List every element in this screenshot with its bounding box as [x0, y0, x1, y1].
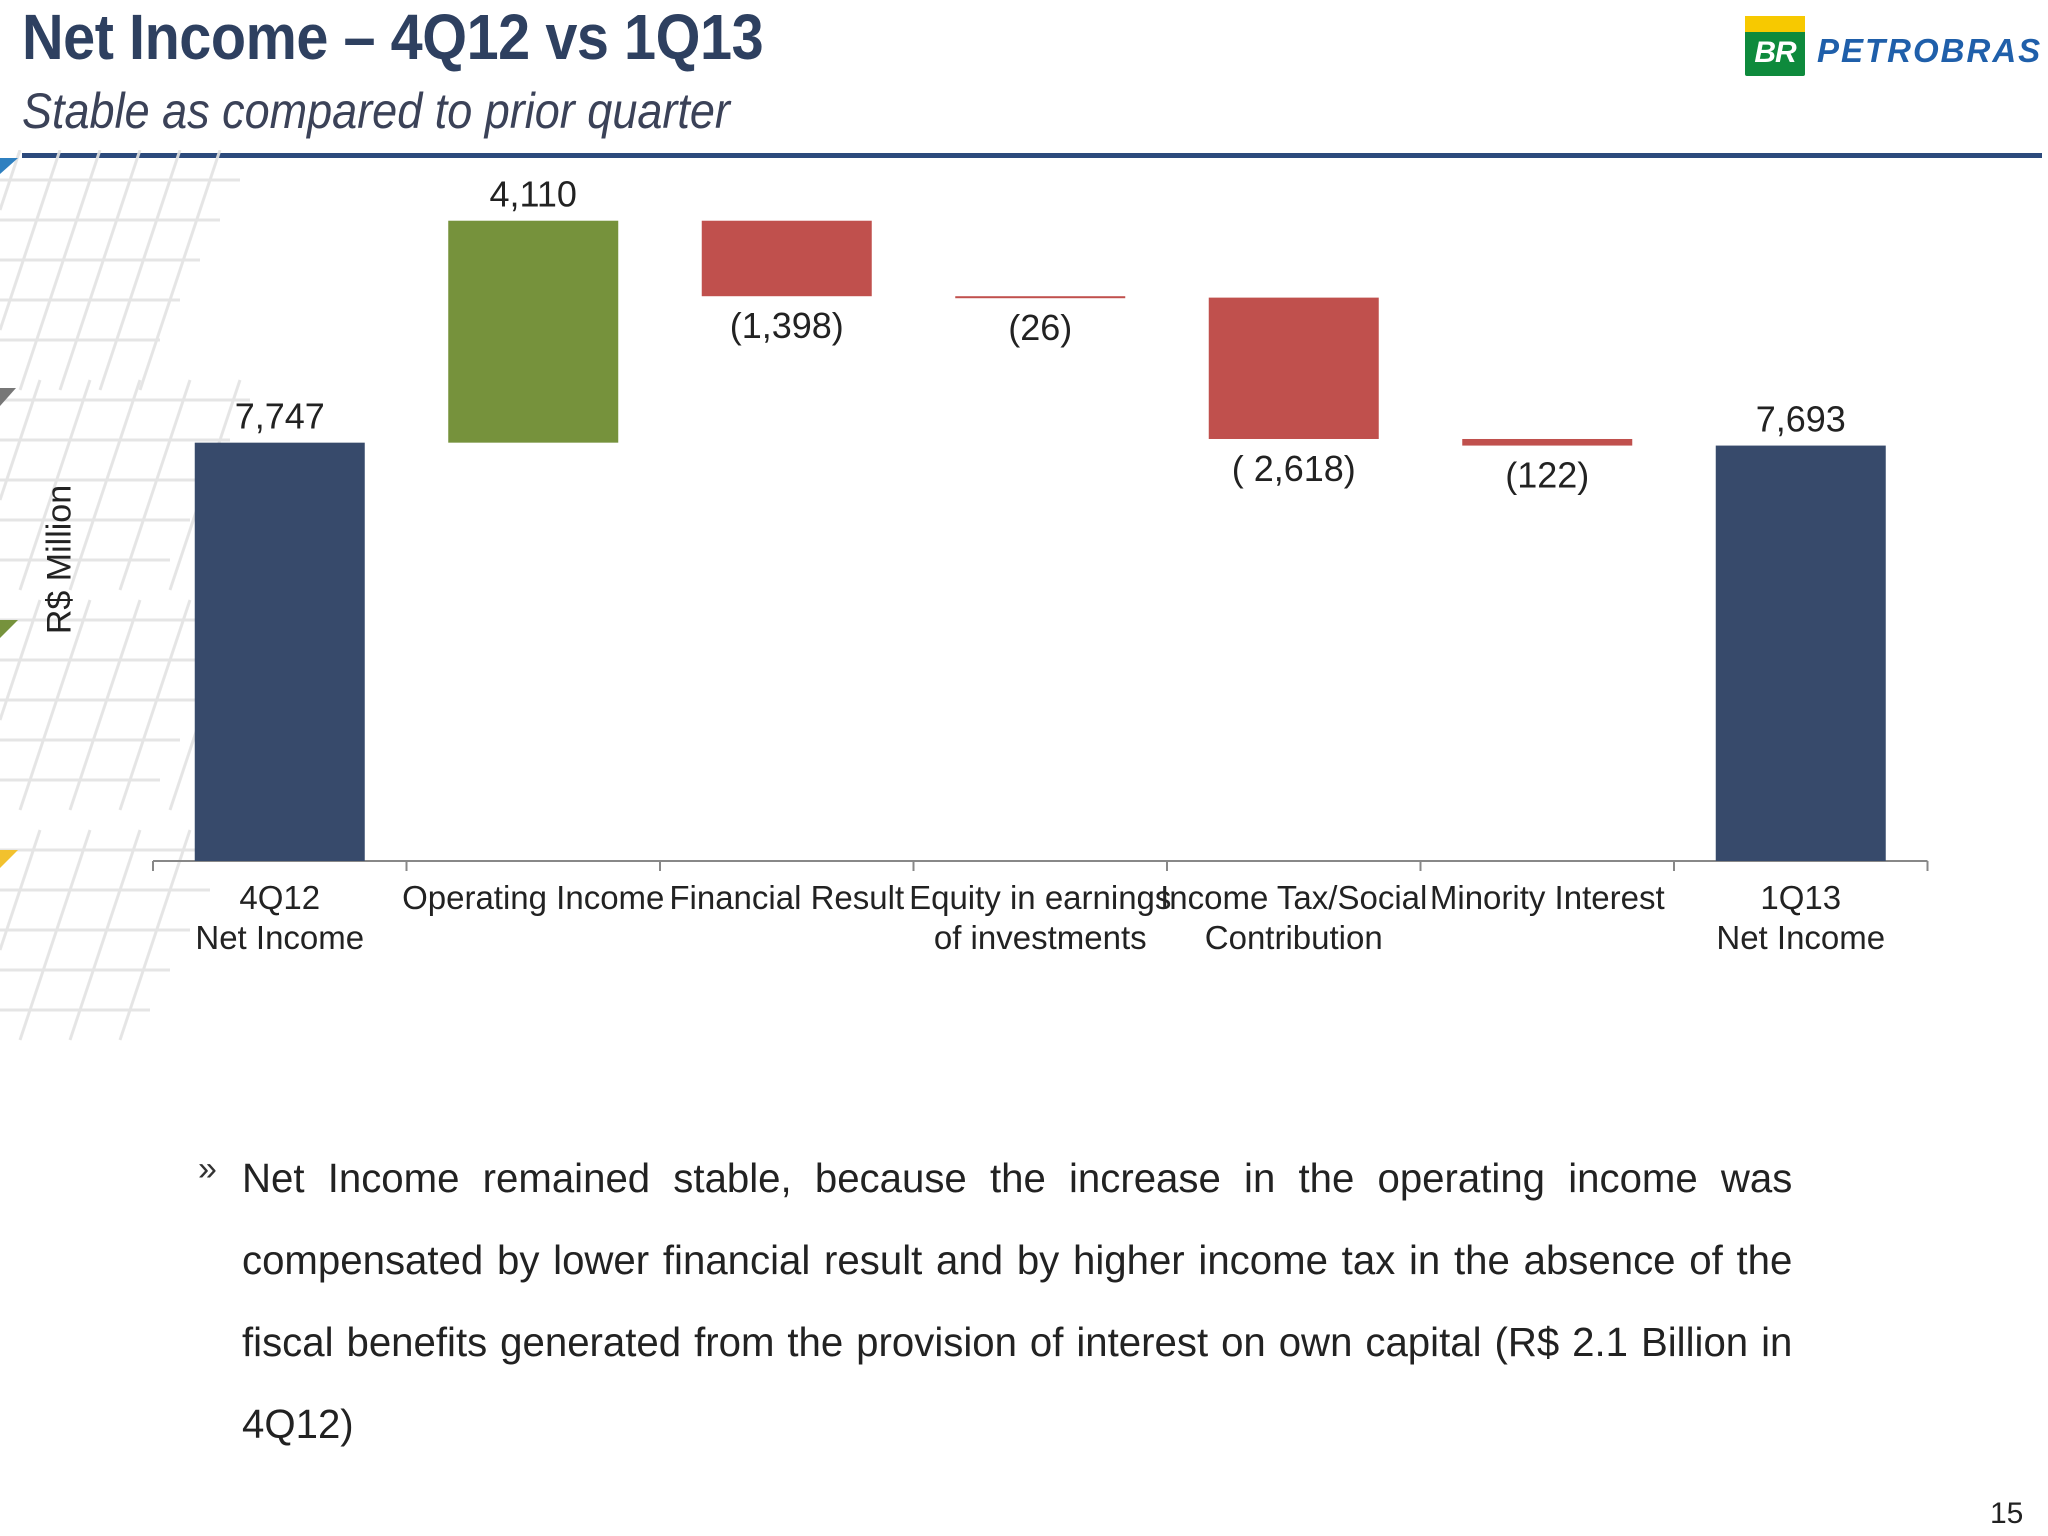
category-label-2: Financial Result	[669, 879, 904, 916]
data-label-2: (1,398)	[730, 305, 844, 346]
data-label-6: 7,693	[1756, 399, 1846, 440]
bar-0	[194, 442, 365, 861]
category-label-4: Contribution	[1205, 919, 1383, 956]
data-label-4: ( 2,618)	[1232, 448, 1356, 489]
bar-2	[701, 220, 872, 297]
br-logo-icon: BR	[1745, 16, 1805, 76]
data-label-3: (26)	[1008, 307, 1072, 348]
category-label-4: Income Tax/Social	[1160, 879, 1427, 916]
bar-1	[448, 220, 619, 443]
page-number: 15	[1990, 1497, 2024, 1530]
bullet-marker-icon: »	[198, 1150, 217, 1188]
petrobras-logo: BR PETROBRAS	[1745, 16, 2045, 80]
category-label-5: Minority Interest	[1430, 879, 1665, 916]
logo-wordmark: PETROBRAS	[1817, 32, 2043, 69]
data-label-1: 4,110	[490, 174, 577, 215]
data-label-5: (122)	[1505, 455, 1589, 496]
bar-5	[1462, 438, 1633, 446]
bar-3	[955, 296, 1126, 299]
bar-6	[1715, 445, 1886, 861]
bullet-text: Net Income remained stable, because the …	[242, 1155, 1793, 1447]
decorative-grid-background	[0, 150, 250, 1041]
data-label-0: 7,747	[235, 396, 325, 437]
category-label-6: Net Income	[1716, 919, 1885, 956]
logo-badge-text: BR	[1754, 36, 1796, 69]
bar-4	[1208, 297, 1379, 439]
category-label-3: of investments	[934, 919, 1147, 956]
category-label-3: Equity in earnings	[909, 879, 1171, 916]
page-title: Net Income – 4Q12 vs 1Q13	[22, 1, 764, 73]
title-divider	[22, 153, 2042, 158]
page-subtitle: Stable as compared to prior quarter	[22, 83, 730, 139]
category-label-1: Operating Income	[402, 879, 664, 916]
category-label-6: 1Q13	[1760, 879, 1841, 916]
category-label-0: 4Q12	[239, 879, 320, 916]
category-label-0: Net Income	[195, 919, 364, 956]
